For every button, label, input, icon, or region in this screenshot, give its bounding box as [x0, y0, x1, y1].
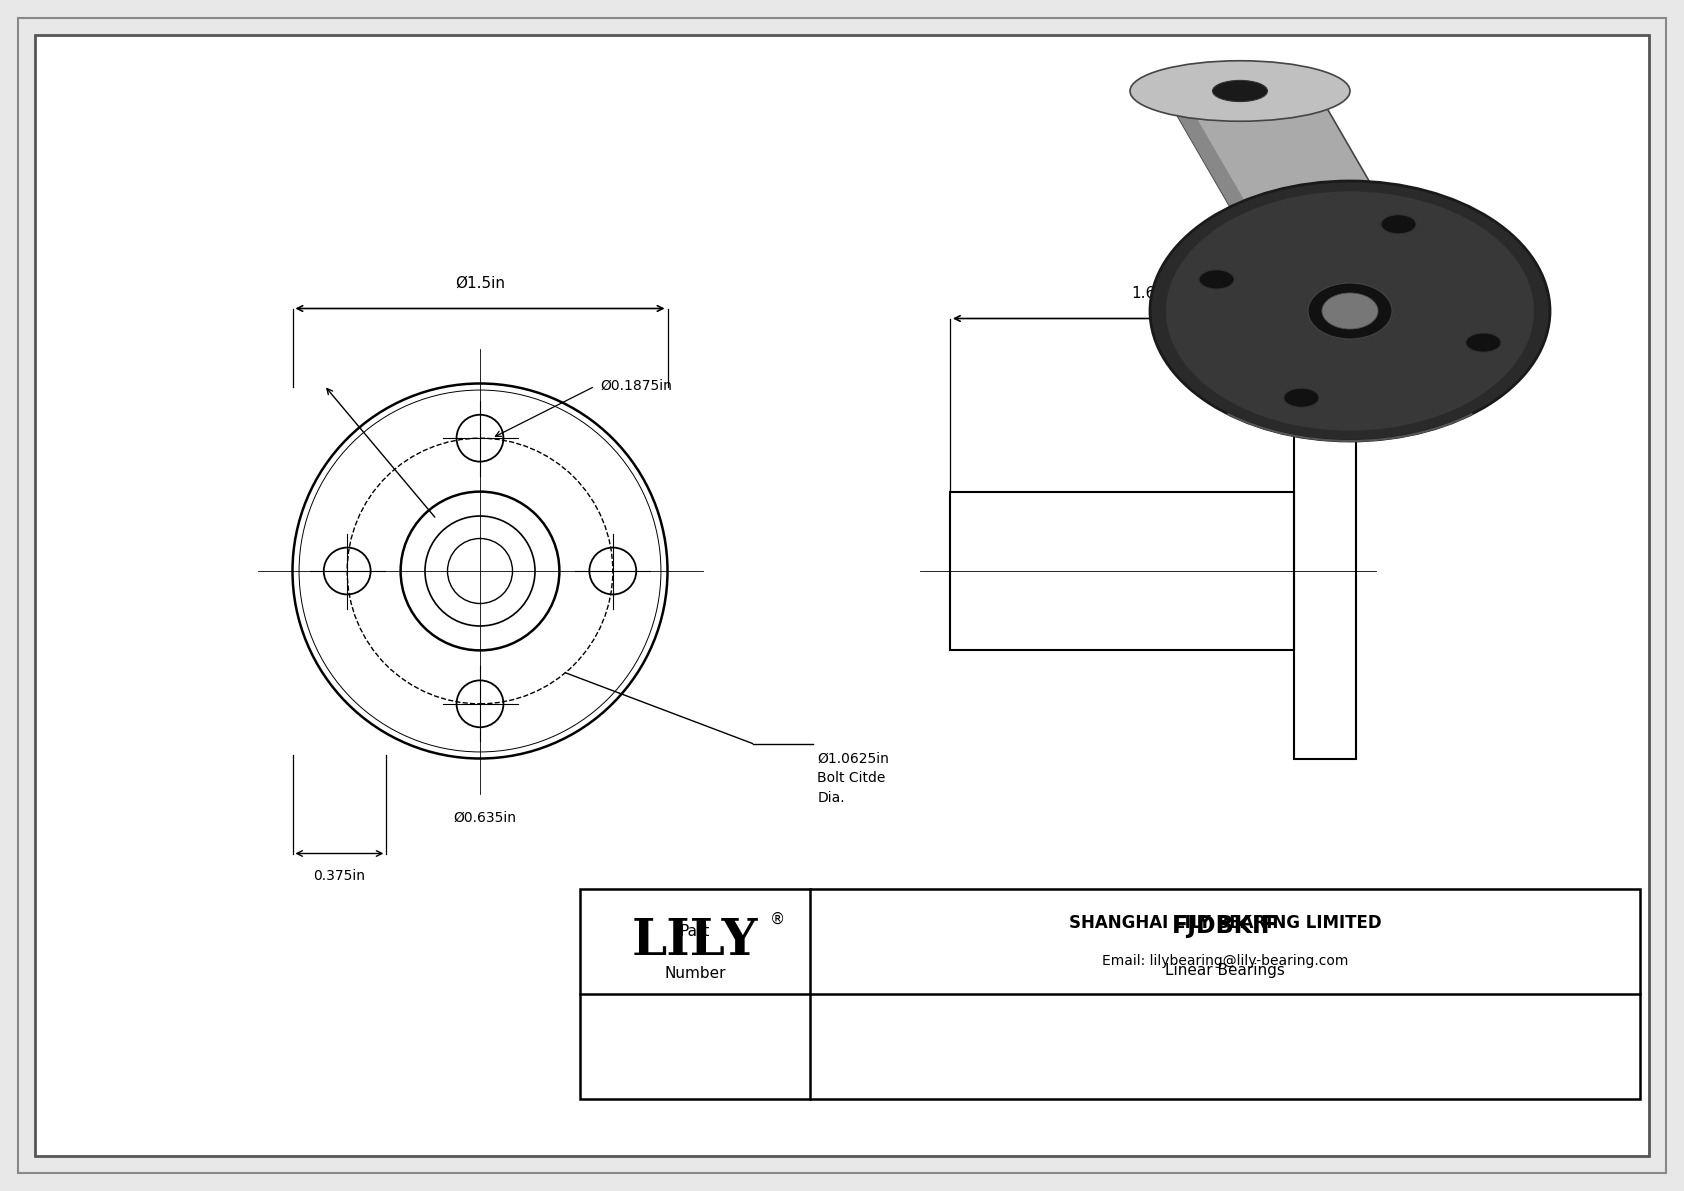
- Ellipse shape: [1322, 293, 1378, 329]
- Text: Ø0.1875in: Ø0.1875in: [600, 379, 672, 393]
- Ellipse shape: [1381, 214, 1416, 233]
- Text: SHANGHAI LILY BEARING LIMITED: SHANGHAI LILY BEARING LIMITED: [1069, 915, 1381, 933]
- Ellipse shape: [1199, 270, 1234, 289]
- Text: 1.625: 1.625: [1132, 286, 1175, 300]
- Ellipse shape: [1150, 181, 1549, 441]
- Polygon shape: [1164, 91, 1292, 281]
- Text: LILY: LILY: [632, 917, 758, 966]
- Text: Ø1.0625in
Bolt Citde
Dia.: Ø1.0625in Bolt Citde Dia.: [817, 752, 889, 805]
- Bar: [1293, 384, 1356, 759]
- Text: Part: Part: [680, 923, 711, 939]
- Ellipse shape: [1465, 333, 1500, 353]
- Ellipse shape: [1165, 192, 1534, 431]
- Text: 0.375in: 0.375in: [313, 868, 365, 883]
- Ellipse shape: [1130, 61, 1351, 121]
- Text: Email: lilybearing@lily-bearing.com: Email: lilybearing@lily-bearing.com: [1101, 954, 1349, 968]
- Bar: [579, 888, 1640, 1099]
- Text: Number: Number: [663, 966, 726, 980]
- Bar: [950, 492, 1293, 650]
- Ellipse shape: [1308, 283, 1393, 339]
- Text: Linear Bearings: Linear Bearings: [1165, 964, 1285, 978]
- Text: 0.25in: 0.25in: [1303, 337, 1347, 351]
- Text: FJDBKIF: FJDBKIF: [1172, 913, 1278, 937]
- Ellipse shape: [1212, 81, 1268, 101]
- Ellipse shape: [1283, 388, 1319, 407]
- Polygon shape: [1164, 91, 1426, 281]
- Text: Ø0.635in: Ø0.635in: [453, 811, 517, 824]
- Text: ®: ®: [770, 912, 785, 927]
- Text: Ø1.5in: Ø1.5in: [455, 275, 505, 291]
